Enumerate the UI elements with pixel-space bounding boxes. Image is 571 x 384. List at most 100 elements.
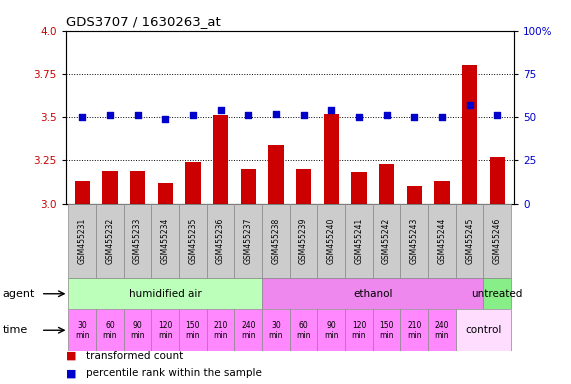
Point bbox=[437, 114, 447, 120]
Text: 120
min: 120 min bbox=[158, 321, 172, 340]
Bar bbox=[428, 204, 456, 278]
Bar bbox=[379, 164, 394, 204]
Bar bbox=[435, 181, 449, 204]
Text: percentile rank within the sample: percentile rank within the sample bbox=[86, 368, 262, 378]
Text: 240
min: 240 min bbox=[435, 321, 449, 340]
Text: 120
min: 120 min bbox=[352, 321, 366, 340]
Bar bbox=[428, 309, 456, 351]
Point bbox=[271, 111, 280, 117]
Bar bbox=[484, 204, 511, 278]
Bar bbox=[69, 309, 96, 351]
Bar bbox=[96, 204, 124, 278]
Text: GSM455232: GSM455232 bbox=[106, 218, 114, 264]
Text: GSM455243: GSM455243 bbox=[410, 218, 419, 264]
Bar bbox=[69, 204, 96, 278]
Text: GSM455244: GSM455244 bbox=[437, 218, 447, 264]
Point bbox=[465, 102, 474, 108]
Bar bbox=[124, 309, 151, 351]
Point bbox=[188, 112, 198, 118]
Bar bbox=[262, 309, 290, 351]
Bar bbox=[75, 181, 90, 204]
Bar bbox=[158, 183, 173, 204]
Bar bbox=[345, 309, 373, 351]
Bar bbox=[317, 309, 345, 351]
Bar bbox=[207, 309, 235, 351]
Text: 240
min: 240 min bbox=[241, 321, 256, 340]
Bar bbox=[69, 278, 262, 309]
Text: control: control bbox=[465, 325, 502, 335]
Bar bbox=[324, 114, 339, 204]
Text: GSM455240: GSM455240 bbox=[327, 218, 336, 264]
Text: agent: agent bbox=[3, 289, 35, 299]
Text: 90
min: 90 min bbox=[324, 321, 339, 340]
Text: 150
min: 150 min bbox=[379, 321, 394, 340]
Bar bbox=[268, 145, 284, 204]
Text: ■: ■ bbox=[66, 368, 76, 378]
Text: humidified air: humidified air bbox=[129, 289, 202, 299]
Text: ■: ■ bbox=[66, 351, 76, 361]
Text: transformed count: transformed count bbox=[86, 351, 183, 361]
Bar bbox=[290, 204, 317, 278]
Bar bbox=[456, 309, 511, 351]
Text: GSM455239: GSM455239 bbox=[299, 218, 308, 264]
Text: GSM455245: GSM455245 bbox=[465, 218, 474, 264]
Text: 60
min: 60 min bbox=[103, 321, 117, 340]
Point bbox=[299, 112, 308, 118]
Bar bbox=[373, 204, 400, 278]
Bar bbox=[102, 170, 118, 204]
Point bbox=[78, 114, 87, 120]
Point bbox=[216, 107, 225, 113]
Bar bbox=[130, 170, 145, 204]
Text: GSM455233: GSM455233 bbox=[133, 218, 142, 264]
Text: 60
min: 60 min bbox=[296, 321, 311, 340]
Text: GSM455234: GSM455234 bbox=[161, 218, 170, 264]
Text: 150
min: 150 min bbox=[186, 321, 200, 340]
Bar bbox=[400, 204, 428, 278]
Point bbox=[382, 112, 391, 118]
Bar bbox=[490, 157, 505, 204]
Text: GSM455236: GSM455236 bbox=[216, 218, 225, 264]
Bar bbox=[235, 309, 262, 351]
Bar bbox=[296, 169, 311, 204]
Point bbox=[493, 112, 502, 118]
Text: GSM455235: GSM455235 bbox=[188, 218, 198, 264]
Bar bbox=[345, 204, 373, 278]
Text: time: time bbox=[3, 325, 28, 335]
Text: GSM455246: GSM455246 bbox=[493, 218, 502, 264]
Bar bbox=[400, 309, 428, 351]
Point bbox=[133, 112, 142, 118]
Bar bbox=[235, 204, 262, 278]
Bar bbox=[207, 204, 235, 278]
Text: GSM455237: GSM455237 bbox=[244, 218, 253, 264]
Bar bbox=[407, 186, 422, 204]
Bar bbox=[373, 309, 400, 351]
Point bbox=[106, 112, 115, 118]
Bar bbox=[462, 65, 477, 204]
Bar bbox=[262, 204, 290, 278]
Bar bbox=[213, 115, 228, 204]
Bar bbox=[351, 172, 367, 204]
Bar bbox=[484, 278, 511, 309]
Text: GSM455238: GSM455238 bbox=[271, 218, 280, 264]
Bar bbox=[456, 204, 484, 278]
Point bbox=[327, 107, 336, 113]
Bar bbox=[240, 169, 256, 204]
Text: 210
min: 210 min bbox=[407, 321, 421, 340]
Bar bbox=[317, 204, 345, 278]
Point bbox=[160, 116, 170, 122]
Text: 30
min: 30 min bbox=[269, 321, 283, 340]
Text: GDS3707 / 1630263_at: GDS3707 / 1630263_at bbox=[66, 15, 220, 28]
Bar bbox=[290, 309, 317, 351]
Text: GSM455231: GSM455231 bbox=[78, 218, 87, 264]
Text: ethanol: ethanol bbox=[353, 289, 392, 299]
Bar bbox=[186, 162, 200, 204]
Bar bbox=[179, 309, 207, 351]
Text: GSM455242: GSM455242 bbox=[382, 218, 391, 264]
Point bbox=[410, 114, 419, 120]
Bar bbox=[151, 309, 179, 351]
Text: 90
min: 90 min bbox=[130, 321, 145, 340]
Point bbox=[244, 112, 253, 118]
Bar bbox=[124, 204, 151, 278]
Text: untreated: untreated bbox=[472, 289, 523, 299]
Point bbox=[355, 114, 364, 120]
